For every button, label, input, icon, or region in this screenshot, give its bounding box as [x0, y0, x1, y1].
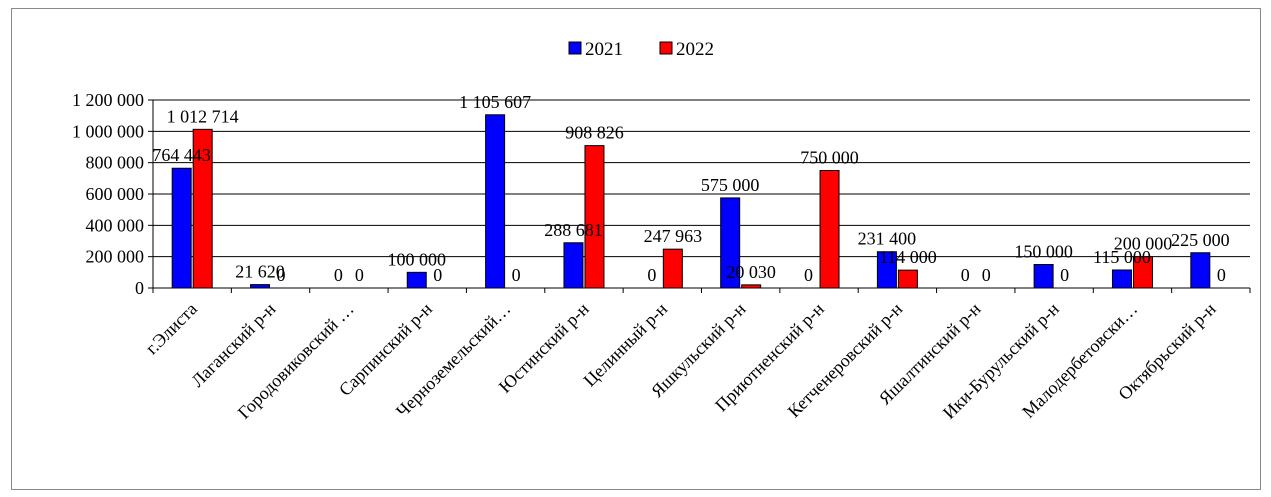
data-label-2022: 0	[1060, 265, 1069, 285]
y-tick-label: 600 000	[86, 184, 145, 204]
gridlines	[153, 99, 1250, 258]
data-label-2022: 247 963	[644, 226, 703, 246]
bar-2021	[876, 251, 897, 289]
bars	[171, 114, 1211, 289]
bar-2021	[1033, 264, 1054, 289]
data-label-2021: 575 000	[701, 175, 760, 195]
legend-swatch-2022	[659, 41, 673, 55]
y-axis-ticks: 0 200 000 400 000 600 000 800 000 1 000 000 1 …	[72, 90, 153, 298]
data-label-2022: 0	[1217, 265, 1226, 285]
data-label-2022: 0	[277, 265, 286, 285]
y-tick-label: 1 200 000	[72, 90, 144, 110]
legend-label-2021: 2021	[585, 39, 623, 60]
data-label-2021: 1 105 607	[459, 92, 531, 112]
data-label-2022: 0	[355, 265, 364, 285]
chart-frame	[11, 8, 1261, 490]
bar-2022	[192, 128, 213, 289]
data-label-2022: 0	[433, 265, 442, 285]
data-label-2022: 200 000	[1114, 234, 1173, 254]
bar-2022	[741, 284, 762, 289]
bar-2021	[1111, 269, 1132, 289]
data-label-2021: 0	[961, 265, 970, 285]
bar-2021	[485, 114, 506, 289]
y-tick-label: 400 000	[86, 215, 145, 235]
bar-2021	[563, 242, 584, 289]
bar-2022	[897, 269, 918, 289]
data-label-2021: 0	[804, 265, 813, 285]
bar-2021	[406, 271, 427, 289]
data-label-2021: 115 000	[1093, 247, 1151, 267]
data-label-2022: 114 000	[879, 247, 937, 267]
bar-2022	[662, 248, 683, 289]
data-label-2022: 750 000	[800, 148, 859, 168]
y-tick-label: 0	[135, 278, 144, 298]
data-label-2021: 150 000	[1014, 242, 1073, 262]
data-label-2021: 288 681	[544, 220, 603, 240]
data-label-2022: 0	[512, 265, 521, 285]
data-label-2022: 1 012 714	[167, 106, 239, 126]
category-label: г.Элиста	[141, 299, 201, 359]
bar-2022	[1132, 256, 1153, 289]
bar-2022	[819, 170, 840, 289]
data-label-2021: 764 443	[152, 145, 211, 165]
legend-swatch-2021	[568, 41, 582, 55]
bar-2021	[250, 284, 271, 289]
data-label-2021: 21 620	[235, 262, 285, 282]
bar-2021	[1190, 252, 1211, 289]
data-label-2022: 0	[982, 265, 991, 285]
data-label-2021: 231 400	[858, 229, 917, 249]
bar-2021	[171, 167, 192, 289]
data-label-2021: 100 000	[388, 249, 447, 269]
y-tick-label: 800 000	[86, 153, 145, 173]
data-label-2021: 0	[647, 265, 656, 285]
data-label-2022: 908 826	[565, 123, 624, 143]
y-tick-label: 1 000 000	[72, 121, 144, 141]
data-label-2021: 0	[334, 265, 343, 285]
bar-2021	[720, 197, 741, 289]
legend: 2021 2022	[568, 39, 714, 60]
axes	[152, 100, 1251, 293]
legend-label-2022: 2022	[676, 39, 714, 60]
bar-2022	[584, 145, 605, 289]
data-label-2021: 225 000	[1171, 230, 1230, 250]
data-label-2022: 20 030	[726, 262, 776, 282]
y-tick-label: 200 000	[86, 247, 145, 267]
